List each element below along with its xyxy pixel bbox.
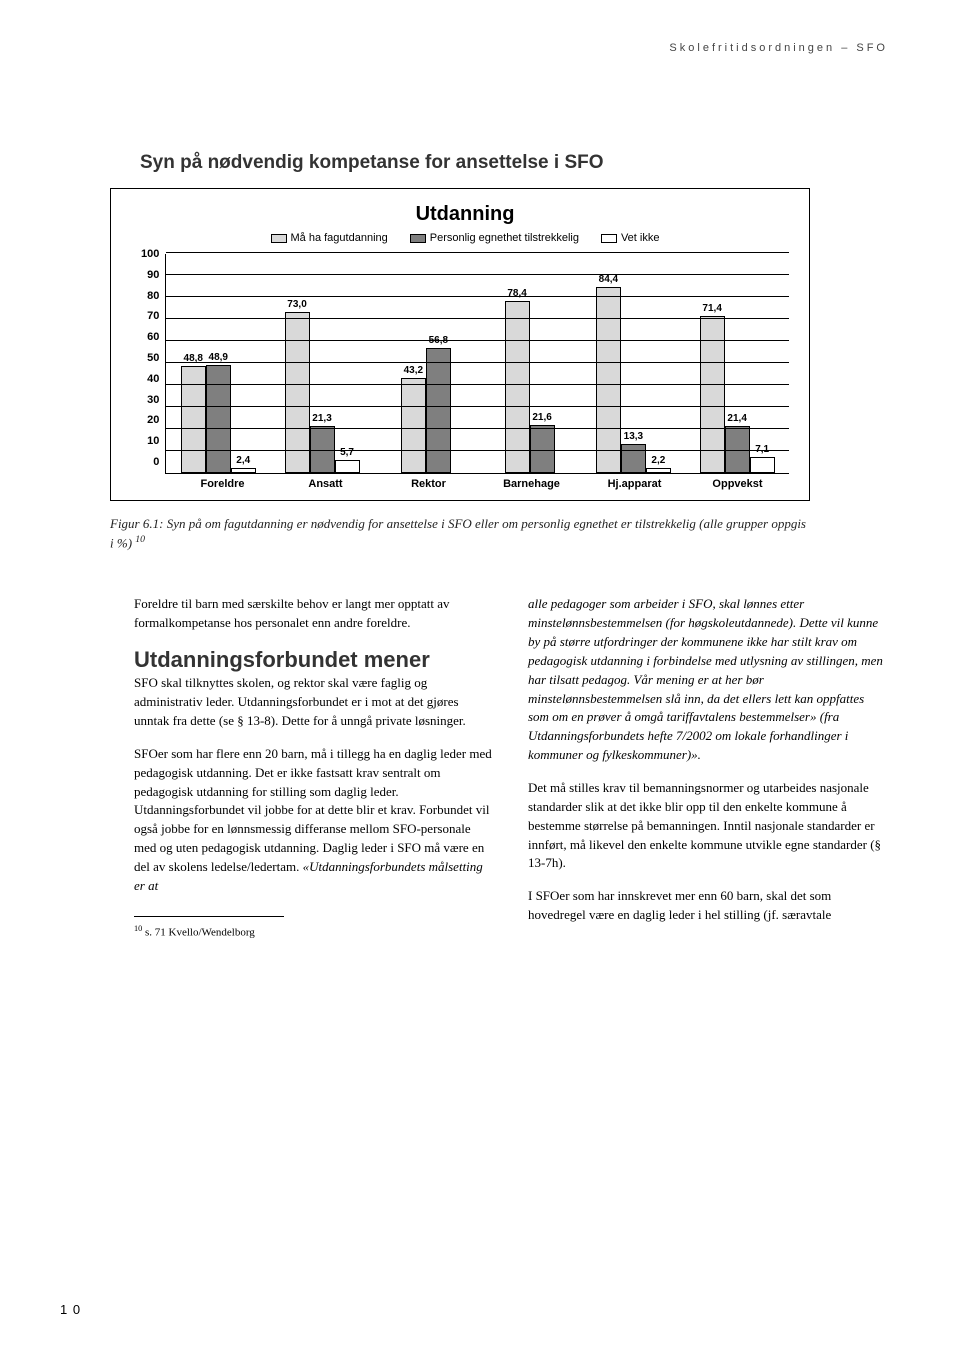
bar-value-label: 2,2 <box>651 455 665 466</box>
caption-text: Figur 6.1: Syn på om fagutdanning er nød… <box>110 516 806 550</box>
xtick: Foreldre <box>171 478 274 490</box>
gridline <box>166 428 789 429</box>
gridline <box>166 406 789 407</box>
ytick: 50 <box>147 352 159 364</box>
ytick: 70 <box>147 310 159 322</box>
legend-label: Vet ikke <box>621 232 660 244</box>
bar: 48,9 <box>206 365 231 473</box>
gridline <box>166 318 789 319</box>
chart-title: Utdanning <box>141 203 789 226</box>
legend-swatch <box>601 234 617 243</box>
footnote-sup: 10 <box>134 924 142 933</box>
bar-group: 71,4 21,4 7,1 <box>685 254 789 473</box>
bar: 5,7 <box>335 460 360 473</box>
ytick: 90 <box>147 269 159 281</box>
xtick: Barnehage <box>480 478 583 490</box>
gridline <box>166 450 789 451</box>
right-column: alle pedagoger som arbeider i SFO, skal … <box>528 595 888 955</box>
bar: 2,2 <box>646 468 671 473</box>
body-text: Det må stilles krav til bemanningsnormer… <box>528 779 888 873</box>
gridline <box>166 384 789 385</box>
bar-value-label: 71,4 <box>702 303 721 314</box>
body-text: Foreldre til barn med særskilte behov er… <box>134 595 494 633</box>
bar-value-label: 13,3 <box>624 431 643 442</box>
chart-plot: 48,848,92,473,021,35,743,256,878,421,684… <box>165 254 789 474</box>
legend-label: Personlig egnethet tilstrekkelig <box>430 232 579 244</box>
bar-group: 48,848,92,4 <box>166 254 270 473</box>
xtick: Rektor <box>377 478 480 490</box>
bar-group: 43,256,8 <box>374 254 478 473</box>
ytick: 100 <box>141 248 159 260</box>
gridline <box>166 252 789 253</box>
bar: 43,2 <box>401 378 426 473</box>
ytick: 0 <box>153 456 159 468</box>
legend-item: Vet ikke <box>601 232 660 244</box>
gridline <box>166 362 789 363</box>
bar: 48,8 <box>181 366 206 473</box>
page-number: 1 0 <box>60 1302 81 1317</box>
chart-frame: Utdanning Må ha fagutdanning Personlig eg… <box>110 188 810 501</box>
chart-yaxis: 1009080706050403020100 <box>141 248 165 468</box>
bar-value-label: 73,0 <box>287 299 306 310</box>
body-text: SFOer som har flere enn 20 barn, må i ti… <box>134 745 494 896</box>
bar-value-label: 84,4 <box>599 274 618 285</box>
bar: 13,3 <box>621 444 646 473</box>
chart-xaxis: ForeldreAnsattRektorBarnehageHj.apparatO… <box>171 478 789 490</box>
xtick: Oppvekst <box>686 478 789 490</box>
caption-sup: 10 <box>135 534 145 545</box>
bar: 56,8 <box>426 348 451 473</box>
chart-legend: Må ha fagutdanning Personlig egnethet til… <box>141 232 789 244</box>
running-header: Skolefritidsordningen – SFO <box>669 42 888 54</box>
gridline <box>166 274 789 275</box>
figure-caption: Figur 6.1: Syn på om fagutdanning er nød… <box>110 515 810 551</box>
ytick: 60 <box>147 331 159 343</box>
body-span: SFOer som har flere enn 20 barn, må i ti… <box>134 746 492 874</box>
gridline <box>166 296 789 297</box>
body-text: I SFOer som har innskrevet mer enn 60 ba… <box>528 887 888 925</box>
ytick: 80 <box>147 290 159 302</box>
ytick: 40 <box>147 373 159 385</box>
bar-value-label: 2,4 <box>236 455 250 466</box>
legend-swatch <box>410 234 426 243</box>
legend-swatch <box>271 234 287 243</box>
footnote-text: s. 71 Kvello/Wendelborg <box>142 926 255 938</box>
bar-group: 78,421,6 <box>478 254 582 473</box>
xtick: Ansatt <box>274 478 377 490</box>
gridline <box>166 340 789 341</box>
section-heading: Utdanningsforbundet mener <box>134 647 494 672</box>
body-text: alle pedagoger som arbeider i SFO, skal … <box>528 595 888 765</box>
bar-group: 73,021,35,7 <box>270 254 374 473</box>
legend-label: Må ha fagutdanning <box>291 232 388 244</box>
bar: 7,1 <box>750 457 775 473</box>
bar: 84,4 <box>596 287 621 473</box>
ytick: 30 <box>147 394 159 406</box>
ytick: 10 <box>147 435 159 447</box>
bar-value-label: 43,2 <box>404 365 423 376</box>
xtick: Hj.apparat <box>583 478 686 490</box>
bar: 2,4 <box>231 468 256 473</box>
body-text: SFO skal tilknyttes skolen, og rektor sk… <box>134 674 494 731</box>
bar-value-label: 21,4 <box>727 413 746 424</box>
legend-item: Personlig egnethet tilstrekkelig <box>410 232 579 244</box>
bar-group: 84,413,32,2 <box>581 254 685 473</box>
left-column: Foreldre til barn med særskilte behov er… <box>134 595 494 955</box>
bar: 78,4 <box>505 301 530 473</box>
footnote-rule <box>134 916 284 917</box>
bar-value-label: 21,3 <box>312 413 331 424</box>
chart-outer-title: Syn på nødvendig kompetanse for ansettel… <box>140 152 888 174</box>
legend-item: Må ha fagutdanning <box>271 232 388 244</box>
ytick: 20 <box>147 414 159 426</box>
footnote: 10 s. 71 Kvello/Wendelborg <box>134 923 494 942</box>
bar-value-label: 21,6 <box>532 412 551 423</box>
bar: 73,0 <box>285 312 310 473</box>
